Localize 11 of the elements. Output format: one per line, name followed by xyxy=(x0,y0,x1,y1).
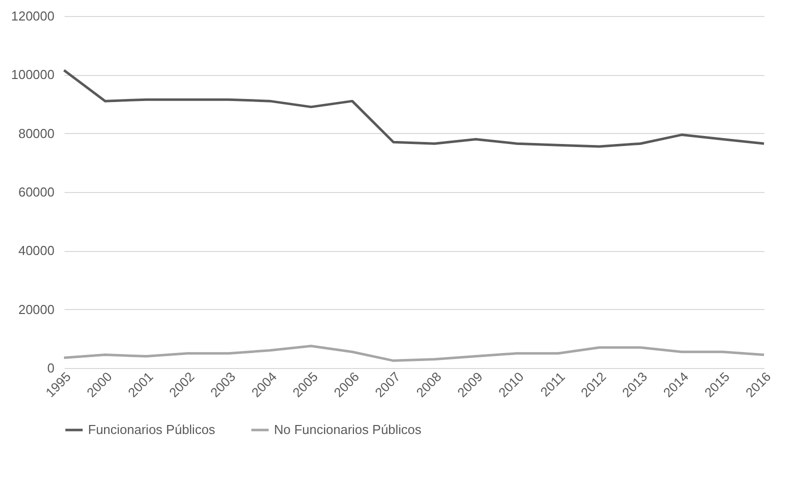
legend-label: No Funcionarios Públicos xyxy=(274,422,422,437)
line-series xyxy=(62,69,766,148)
y-tick-label: 80000 xyxy=(18,126,54,141)
y-tick-label: 20000 xyxy=(18,302,54,317)
y-tick-label: 0 xyxy=(47,360,54,376)
legend-label: Funcionarios Públicos xyxy=(88,422,216,437)
line-series xyxy=(62,344,766,362)
y-tick-label: 60000 xyxy=(18,184,54,200)
y-tick-label: 40000 xyxy=(18,243,54,258)
y-tick-label: 100000 xyxy=(11,67,54,82)
y-tick-label: 120000 xyxy=(11,8,54,24)
